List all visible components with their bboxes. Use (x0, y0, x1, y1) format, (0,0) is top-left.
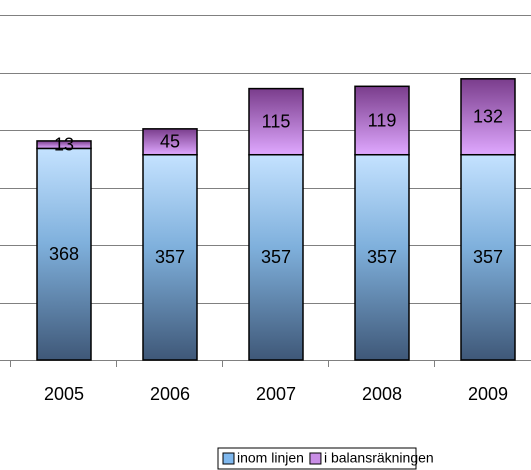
x-tick-label: 2008 (362, 384, 402, 404)
bar-segment (354, 85, 410, 156)
data-label: 115 (262, 111, 291, 131)
data-label: 357 (473, 247, 503, 267)
x-tick-label: 2006 (150, 384, 190, 404)
bar-segment (36, 147, 92, 361)
x-tick-label: 2005 (44, 384, 84, 404)
data-label: 45 (160, 132, 180, 152)
legend-swatch (309, 452, 322, 465)
bar-segment (354, 153, 410, 361)
legend-label: inom linjen (237, 450, 304, 466)
bar-segment (460, 153, 516, 361)
data-label: 132 (473, 107, 503, 127)
data-label: 119 (368, 110, 397, 130)
data-label: 357 (155, 247, 185, 267)
legend-label: i balansräkningen (324, 450, 434, 466)
data-label: 357 (367, 247, 397, 267)
x-tick-label: 2007 (256, 384, 296, 404)
x-tick-label: 2009 (468, 384, 508, 404)
data-label: 357 (261, 247, 291, 267)
bar-segment (142, 128, 198, 156)
bar-segment (248, 87, 304, 156)
data-label: 368 (49, 244, 79, 264)
bar-segment (460, 78, 516, 156)
data-label: 13 (54, 134, 74, 154)
legend-swatch (222, 452, 235, 465)
bar-segment (36, 140, 92, 150)
